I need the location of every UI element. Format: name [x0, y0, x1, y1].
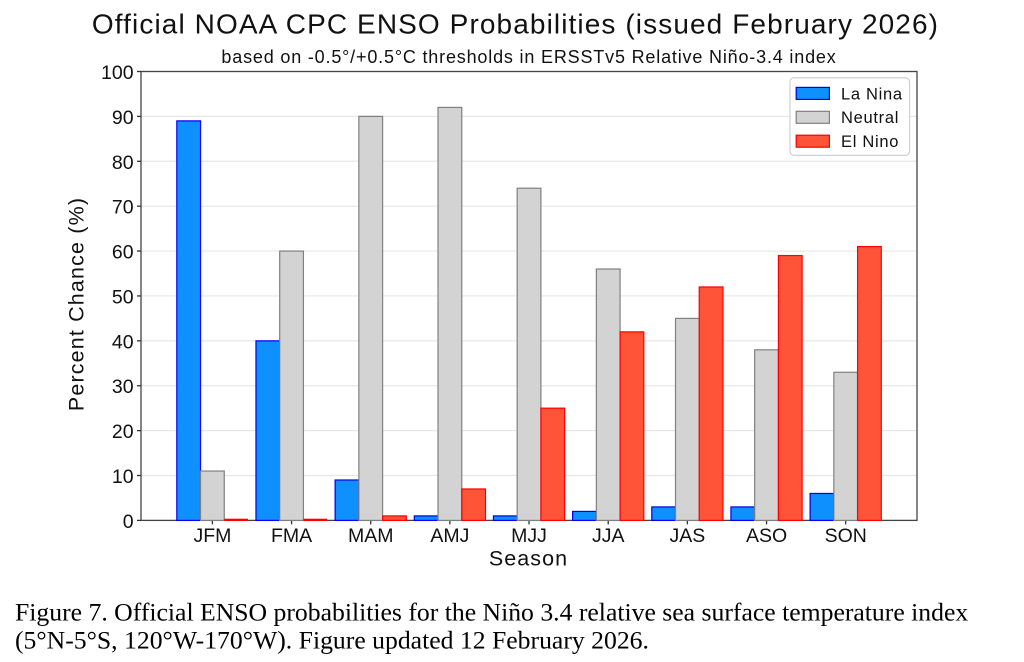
svg-text:20: 20: [112, 421, 134, 443]
svg-text:70: 70: [112, 197, 134, 219]
svg-text:JAS: JAS: [669, 525, 705, 547]
svg-text:SON: SON: [825, 525, 867, 547]
svg-text:La Nina: La Nina: [841, 85, 903, 103]
svg-text:MJJ: MJJ: [511, 525, 547, 547]
svg-text:80: 80: [112, 152, 134, 174]
svg-text:Season: Season: [489, 547, 568, 571]
svg-text:0: 0: [123, 511, 134, 533]
svg-text:FMA: FMA: [271, 525, 312, 547]
svg-text:based on -0.5°/+0.5°C threshol: based on -0.5°/+0.5°C thresholds in ERSS…: [221, 47, 836, 67]
svg-text:Figure 7. Official ENSO probab: Figure 7. Official ENSO probabilities fo…: [15, 597, 968, 626]
svg-text:50: 50: [112, 286, 134, 308]
svg-text:Percent Chance (%): Percent Chance (%): [65, 197, 89, 411]
svg-text:AMJ: AMJ: [430, 525, 469, 547]
svg-text:MAM: MAM: [348, 525, 394, 547]
svg-text:ASO: ASO: [746, 525, 787, 547]
svg-text:Neutral: Neutral: [841, 109, 899, 127]
svg-text:40: 40: [112, 331, 134, 353]
svg-text:JJA: JJA: [592, 525, 625, 547]
svg-text:JFM: JFM: [193, 525, 231, 547]
svg-text:Official NOAA CPC ENSO Probabi: Official NOAA CPC ENSO Probabilities (is…: [92, 9, 939, 40]
svg-text:El Nino: El Nino: [841, 133, 899, 151]
svg-text:90: 90: [112, 107, 134, 129]
svg-text:60: 60: [112, 242, 134, 264]
svg-text:(5°N-5°S, 120°W-170°W). Figure: (5°N-5°S, 120°W-170°W). Figure updated 1…: [15, 625, 649, 654]
svg-text:10: 10: [112, 466, 134, 488]
svg-text:30: 30: [112, 376, 134, 398]
svg-text:100: 100: [101, 62, 134, 84]
